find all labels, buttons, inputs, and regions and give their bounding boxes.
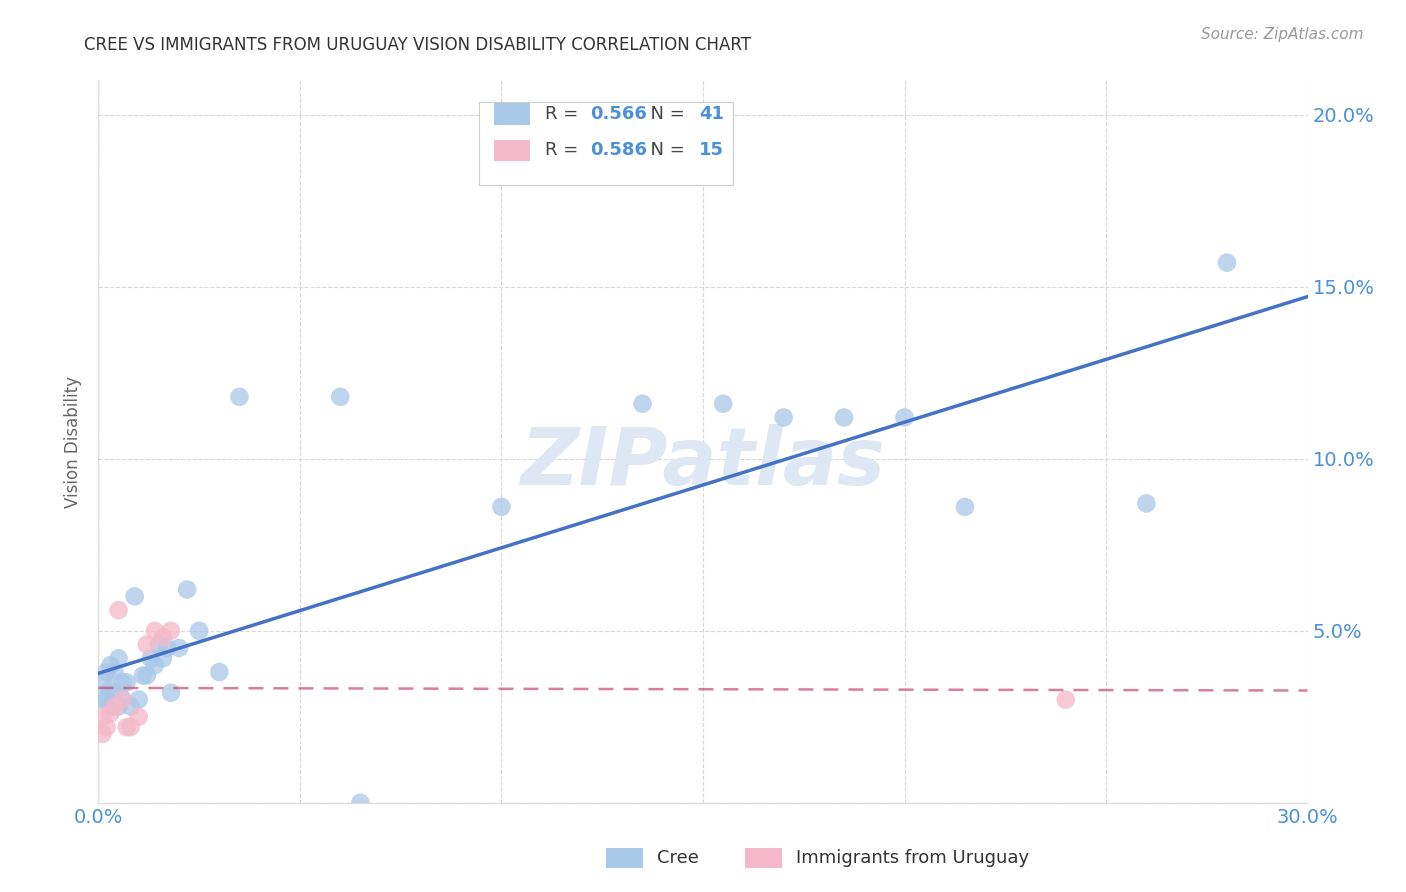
Point <box>96 720 118 734</box>
Text: CREE VS IMMIGRANTS FROM URUGUAY VISION DISABILITY CORRELATION CHART: CREE VS IMMIGRANTS FROM URUGUAY VISION D… <box>84 36 751 54</box>
Text: R =: R = <box>544 105 583 123</box>
Point <box>103 665 125 679</box>
Point <box>128 692 150 706</box>
Point <box>711 397 734 411</box>
Point <box>208 665 231 679</box>
Point <box>139 651 162 665</box>
Point <box>96 692 118 706</box>
Point <box>100 658 122 673</box>
Point <box>103 686 125 700</box>
Text: Immigrants from Uruguay: Immigrants from Uruguay <box>796 848 1029 867</box>
Point <box>107 603 129 617</box>
Point <box>115 720 138 734</box>
FancyBboxPatch shape <box>479 102 734 185</box>
Point <box>349 796 371 810</box>
Point <box>1135 496 1157 510</box>
Text: Cree: Cree <box>657 848 699 867</box>
Point <box>91 727 114 741</box>
FancyBboxPatch shape <box>494 103 530 125</box>
Text: N =: N = <box>638 105 690 123</box>
Point <box>100 699 122 714</box>
Text: N =: N = <box>638 141 690 160</box>
Point <box>152 651 174 665</box>
Point <box>124 590 146 604</box>
Point <box>111 692 134 706</box>
Point <box>491 500 513 514</box>
Text: ZIPatlas: ZIPatlas <box>520 425 886 502</box>
Point <box>120 720 142 734</box>
Text: 0.586: 0.586 <box>591 141 648 160</box>
Text: 0.566: 0.566 <box>591 105 647 123</box>
Point <box>111 675 134 690</box>
Point <box>893 410 915 425</box>
Point <box>135 668 157 682</box>
Point <box>188 624 211 638</box>
Point <box>107 651 129 665</box>
Point <box>1054 692 1077 706</box>
Point <box>143 624 166 638</box>
Point <box>96 665 118 679</box>
Point <box>111 692 134 706</box>
Point <box>160 686 183 700</box>
Point <box>148 638 170 652</box>
Point <box>176 582 198 597</box>
Point <box>91 692 114 706</box>
Point <box>160 624 183 638</box>
Text: Source: ZipAtlas.com: Source: ZipAtlas.com <box>1201 27 1364 42</box>
FancyBboxPatch shape <box>745 847 782 868</box>
FancyBboxPatch shape <box>494 139 530 161</box>
Point <box>631 397 654 411</box>
Point <box>91 710 114 724</box>
Point <box>156 640 179 655</box>
Point <box>103 699 125 714</box>
Text: 41: 41 <box>699 105 724 123</box>
Point <box>1216 255 1239 269</box>
Point <box>152 631 174 645</box>
Text: R =: R = <box>544 141 583 160</box>
Point <box>329 390 352 404</box>
Y-axis label: Vision Disability: Vision Disability <box>65 376 83 508</box>
Point <box>135 638 157 652</box>
Point <box>100 682 122 697</box>
Point <box>107 699 129 714</box>
Point <box>953 500 976 514</box>
Point <box>91 675 114 690</box>
Point <box>132 668 155 682</box>
Text: 15: 15 <box>699 141 724 160</box>
Point <box>772 410 794 425</box>
Point <box>120 699 142 714</box>
Point <box>143 658 166 673</box>
Point <box>228 390 250 404</box>
Point <box>167 640 190 655</box>
FancyBboxPatch shape <box>606 847 643 868</box>
Point <box>128 710 150 724</box>
Point <box>832 410 855 425</box>
Point <box>115 675 138 690</box>
Point <box>100 706 122 721</box>
